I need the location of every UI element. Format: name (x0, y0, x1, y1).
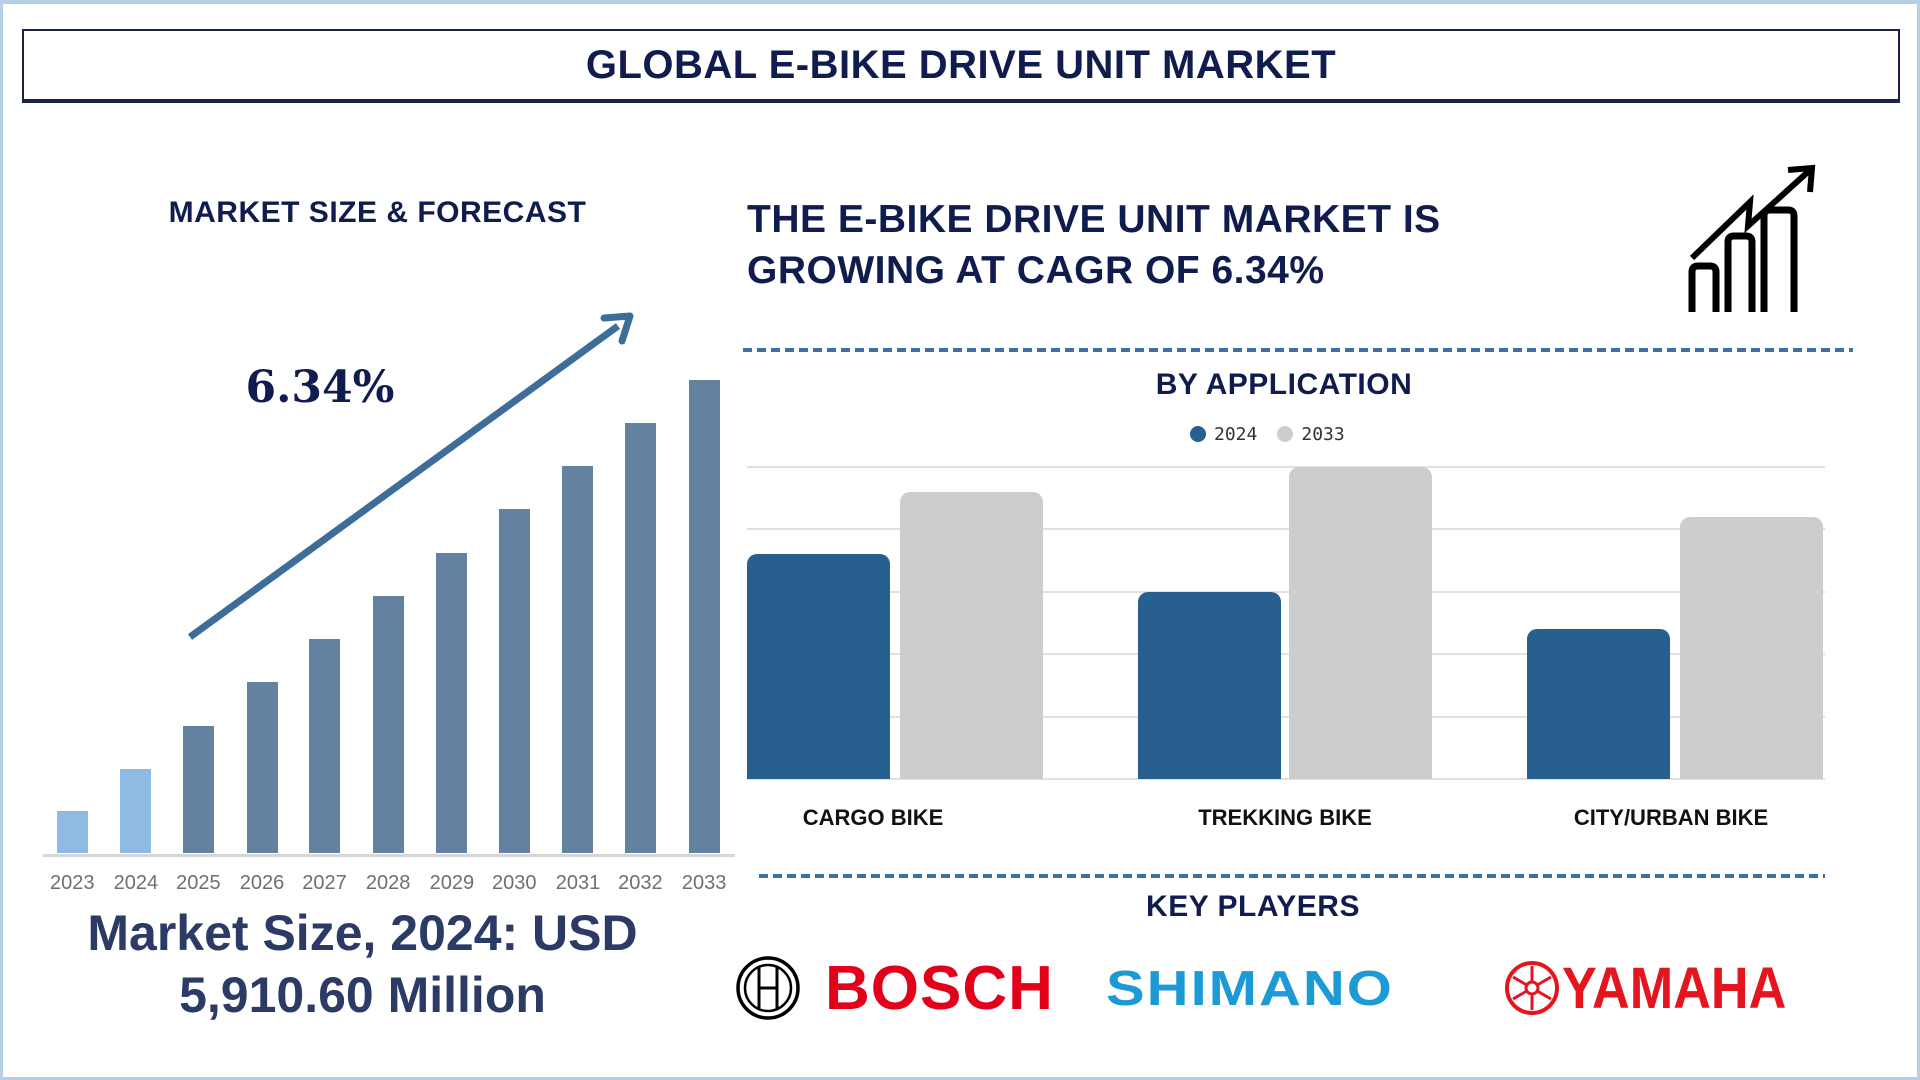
legend-dot-icon (1277, 426, 1294, 442)
gridline (747, 528, 1825, 531)
application-bar-chart (747, 466, 1825, 780)
gridline (747, 466, 1825, 468)
year-label: 2024 (113, 872, 159, 894)
year-label: 2030 (492, 872, 537, 894)
bosch-logo: BOSCH (735, 953, 1054, 1023)
by-application-heading: BY APPLICATION (1155, 368, 1413, 401)
bar-2032 (624, 423, 656, 853)
cagr-headline-line1: THE E-BIKE DRIVE UNIT MARKET IS (747, 198, 1441, 241)
year-label: 2027 (302, 872, 347, 894)
legend-item-2024: 2024 (1190, 424, 1257, 445)
year-label: 2033 (681, 872, 727, 894)
legend-label: 2024 (1214, 423, 1258, 445)
bar-2033 (688, 380, 720, 853)
yamaha-logo: YAMAHA (1504, 955, 1811, 1021)
chart-baseline (43, 854, 735, 857)
gridline (747, 715, 1825, 718)
section-divider (759, 874, 1825, 878)
bar-2028 (372, 595, 404, 853)
application-category-labels: CARGO BIKE TREKKING BIKE CITY/URBAN BIKE (747, 805, 1825, 835)
shimano-logo: SHIMANO (1106, 955, 1394, 1021)
gridline (747, 653, 1825, 656)
bar-2024 (120, 768, 152, 853)
year-label: 2031 (555, 872, 601, 894)
legend-dot-icon (1190, 426, 1206, 442)
shimano-wordmark: SHIMANO (1106, 960, 1394, 1016)
cagr-headline: THE E-BIKE DRIVE UNIT MARKET IS GROWING … (747, 194, 1647, 296)
year-label: 2032 (618, 872, 663, 894)
year-label: 2025 (176, 872, 221, 894)
cagr-headline-line2: GROWING AT CAGR OF 6.34% (747, 249, 1325, 292)
category-label: TREKKING BIKE (1198, 805, 1372, 830)
year-label: 2026 (239, 872, 285, 894)
bar-cargo-bike-2024 (747, 554, 890, 779)
yamaha-wordmark: YAMAHA (1562, 955, 1787, 1021)
key-players-heading: KEY PLAYERS (1146, 890, 1360, 923)
bar-2029 (436, 553, 468, 853)
bar-2023 (56, 811, 88, 853)
legend-label: 2033 (1301, 423, 1345, 445)
market-forecast-bar-chart (43, 360, 735, 860)
chart-legend: 2024 2033 (1190, 422, 1345, 446)
bar-trekking-bike-2024 (1138, 591, 1281, 779)
bar-trekking-bike-2033 (1289, 467, 1432, 779)
bar-2027 (308, 638, 340, 853)
bar-city-urban-bike-2024 (1527, 629, 1670, 779)
section-divider (743, 348, 1853, 352)
bosch-wordmark: BOSCH (825, 953, 1054, 1023)
bar-2026 (246, 681, 278, 853)
bar-city-urban-bike-2033 (1680, 516, 1823, 779)
yamaha-tuning-fork-icon (1505, 961, 1559, 1015)
cagr-annotation: 6.34% (245, 362, 395, 413)
growth-chart-icon (1688, 164, 1816, 312)
gridline (747, 590, 1825, 593)
bar-2025 (182, 725, 214, 853)
year-label: 2029 (429, 872, 475, 894)
market-size-value: 5,910.60 Million (179, 967, 546, 1023)
legend-item-2033: 2033 (1277, 423, 1345, 445)
bar-cargo-bike-2033 (900, 491, 1043, 779)
bar-2030 (498, 508, 530, 853)
market-size-line1: Market Size, 2024: USD (87, 905, 638, 961)
market-size-text: Market Size, 2024: USD 5,910.60 Million (30, 902, 695, 1026)
year-label: 2023 (49, 872, 95, 894)
year-axis-labels: 2023 2024 2025 2026 2027 2028 2029 2030 2031 2032… (43, 872, 735, 896)
market-size-forecast-heading: MARKET SIZE & FORECAST (168, 196, 587, 229)
category-label: CARGO BIKE (802, 805, 944, 830)
gridline (747, 778, 1825, 780)
page-title: GLOBAL E-BIKE DRIVE UNIT MARKET (585, 42, 1337, 87)
bar-2031 (562, 466, 594, 853)
category-label: CITY/URBAN BIKE (1573, 805, 1769, 830)
title-banner: GLOBAL E-BIKE DRIVE UNIT MARKET (22, 29, 1900, 103)
year-label: 2028 (365, 872, 411, 894)
bosch-armature-icon (736, 956, 800, 1020)
